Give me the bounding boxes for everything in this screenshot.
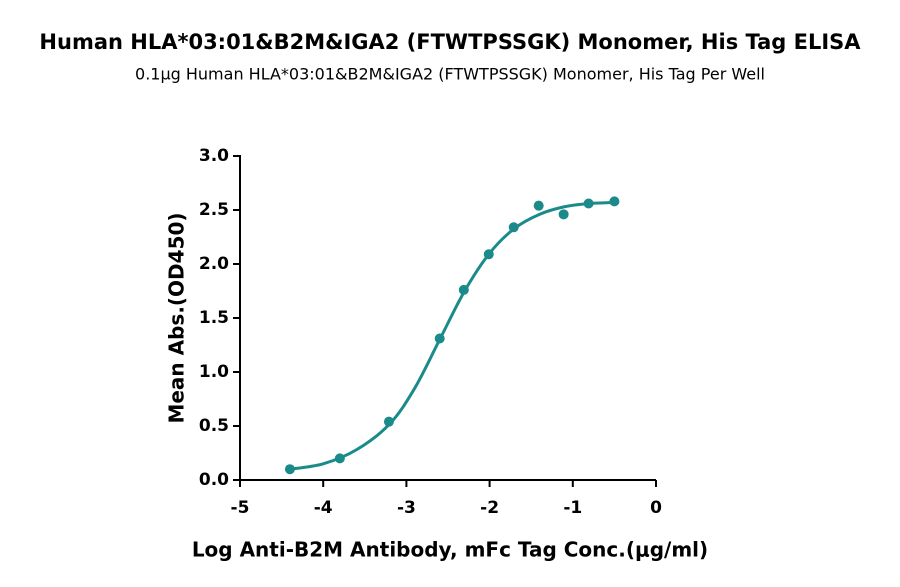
- x-tick-label: 0: [650, 498, 662, 518]
- y-tick-label: 2.5: [199, 200, 229, 220]
- y-tick-label: 2.0: [199, 254, 229, 274]
- data-point: [434, 333, 445, 344]
- y-tick-label: 1.5: [199, 308, 229, 328]
- data-point: [383, 416, 394, 427]
- data-point: [583, 198, 594, 209]
- x-tick-label: -5: [231, 498, 250, 518]
- y-tick-label: 0.5: [199, 416, 229, 436]
- data-point: [334, 453, 345, 464]
- x-tick-label: -4: [314, 498, 333, 518]
- data-point: [508, 222, 519, 233]
- x-tick-label: -3: [397, 498, 416, 518]
- fit-curve: [289, 200, 615, 471]
- y-tick-label: 0.0: [199, 470, 229, 490]
- data-point: [609, 196, 620, 207]
- x-tick-label: -2: [480, 498, 499, 518]
- data-point: [483, 249, 494, 260]
- data-point: [533, 200, 544, 211]
- x-axis-label: Log Anti-B2M Antibody, mFc Tag Conc.(μg/…: [192, 538, 708, 562]
- y-tick-label: 3.0: [199, 146, 229, 166]
- y-tick-label: 1.0: [199, 362, 229, 382]
- data-point: [458, 284, 469, 295]
- x-tick-label: -1: [563, 498, 582, 518]
- chart-subtitle: 0.1μg Human HLA*03:01&B2M&IGA2 (FTWTPSSG…: [135, 65, 765, 84]
- y-axis-label: Mean Abs.(OD450): [165, 212, 189, 423]
- data-point: [558, 209, 569, 220]
- data-point: [284, 464, 295, 475]
- chart-title: Human HLA*03:01&B2M&IGA2 (FTWTPSSGK) Mon…: [39, 30, 861, 54]
